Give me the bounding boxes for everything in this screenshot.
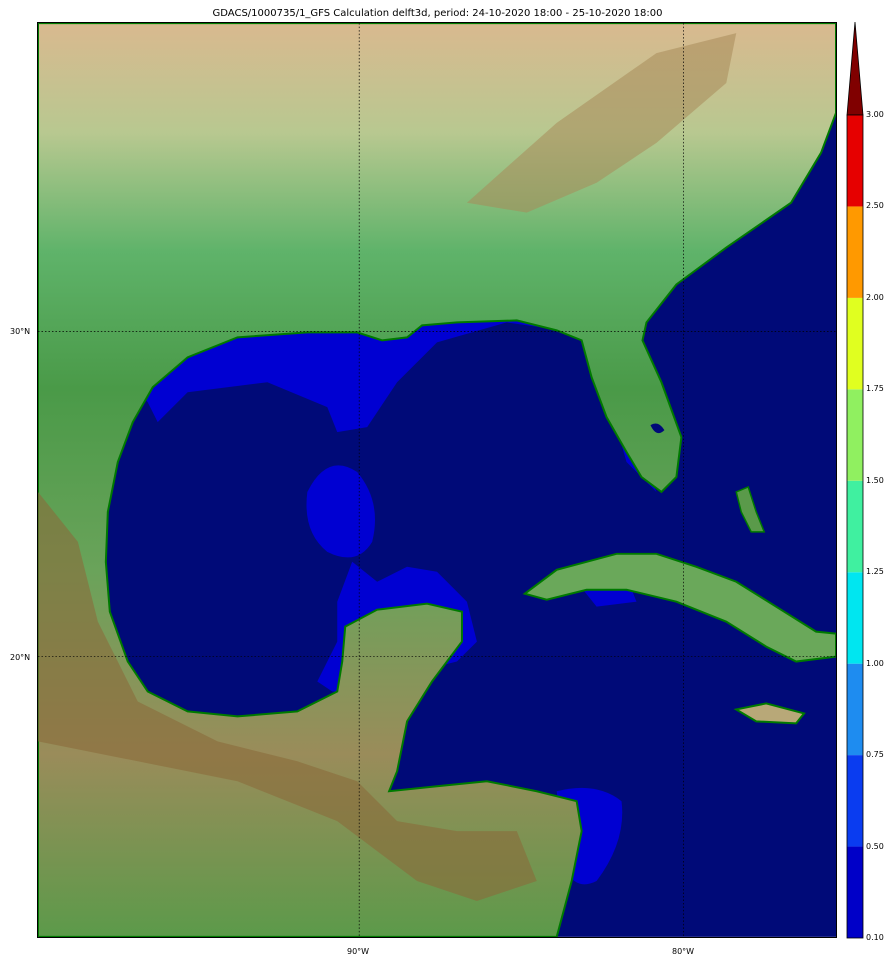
colorbar-band xyxy=(847,206,863,298)
colorbar-band xyxy=(847,115,863,207)
lat-tick-30n: 30°N xyxy=(10,327,31,336)
land-mainland xyxy=(38,23,836,937)
colorbar-label: 0.75 xyxy=(866,750,884,760)
colorbar-label: 3.00 xyxy=(866,110,884,119)
terrain-appalachians xyxy=(466,33,737,213)
colorbar-band xyxy=(847,846,863,938)
colorbar-label: 1.50 xyxy=(866,475,884,485)
colorbar-label: 2.50 xyxy=(866,201,884,211)
land-jamaica xyxy=(733,702,806,725)
land-bahamas xyxy=(735,485,766,533)
map-title: GDACS/1000735/1_GFS Calculation delft3d,… xyxy=(212,8,663,19)
colorbar-frame xyxy=(846,114,864,939)
colorbar-band xyxy=(847,297,863,390)
colorbar xyxy=(846,22,864,939)
colorbar-extend-max xyxy=(846,22,864,116)
lon-tick-90w: 90°W xyxy=(347,947,370,956)
terrain-mexico-highlands xyxy=(38,491,537,901)
land-florida-lake xyxy=(650,423,665,434)
colorbar-label: 1.25 xyxy=(866,567,884,577)
colorbar-label: 1.75 xyxy=(866,384,884,394)
colorbar-band xyxy=(847,755,863,847)
surge-area-northern-gulf xyxy=(132,312,657,492)
gridlines xyxy=(38,23,836,937)
colorbar-band xyxy=(847,480,863,573)
colorbar-label: 1.00 xyxy=(866,658,884,668)
surge-area-central-gulf xyxy=(306,465,376,558)
colorbar-label: 0.10 xyxy=(866,933,884,942)
colorbar-band xyxy=(847,663,863,756)
colorbar-label: 0.50 xyxy=(866,841,884,851)
land-cuba xyxy=(522,552,836,663)
colorbar-band xyxy=(847,389,863,481)
colorbar-band xyxy=(847,572,863,664)
colorbar-label: 2.00 xyxy=(866,292,884,302)
surge-map xyxy=(37,22,837,938)
lon-tick-80w: 80°W xyxy=(672,947,695,956)
lat-tick-20n: 20°N xyxy=(10,653,31,662)
